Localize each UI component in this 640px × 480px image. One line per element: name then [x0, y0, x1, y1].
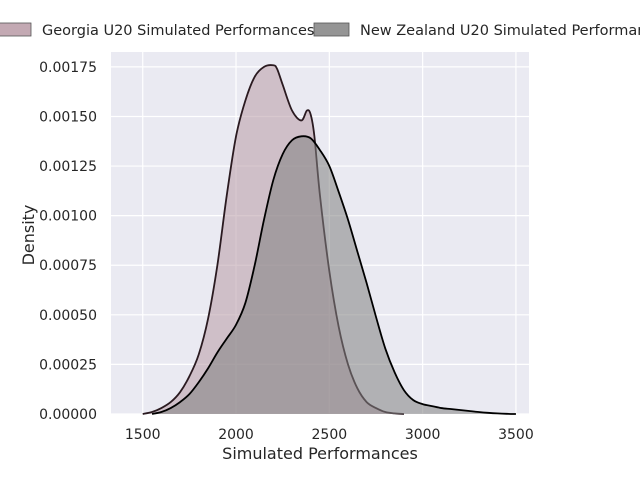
x-tick-label: 3000 — [405, 427, 441, 443]
x-tick-label: 1500 — [125, 427, 161, 443]
x-tick-label: 2500 — [312, 427, 348, 443]
y-tick-label: 0.00075 — [39, 258, 97, 274]
legend-label: Georgia U20 Simulated Performances — [42, 23, 314, 39]
y-axis-label: Density — [19, 205, 38, 266]
axis-ticks: 1500 2000 2500 3000 3500 0.00000 0.00025 0.0005… — [39, 60, 534, 443]
x-tick-label: 2000 — [218, 427, 254, 443]
y-tick-label: 0.00000 — [39, 407, 97, 423]
y-tick-label: 0.00150 — [39, 109, 97, 125]
y-tick-label: 0.00125 — [39, 159, 97, 175]
density-area-2 — [152, 136, 516, 414]
legend: Georgia U20 Simulated Performances New Ze… — [0, 22, 640, 39]
y-tick-label: 0.00100 — [39, 209, 97, 225]
x-tick-label: 3500 — [498, 427, 534, 443]
density-areas — [142, 64, 516, 415]
y-tick-label: 0.00050 — [39, 308, 97, 324]
density-line-2 — [151, 135, 516, 415]
y-tick-label: 0.00025 — [39, 357, 97, 373]
legend-swatch — [313, 22, 350, 37]
legend-swatch — [0, 22, 32, 37]
x-axis-label: Simulated Performances — [222, 444, 418, 463]
y-tick-label: 0.00175 — [39, 60, 97, 76]
legend-label: New Zealand U20 Simulated Performances — [360, 23, 640, 39]
